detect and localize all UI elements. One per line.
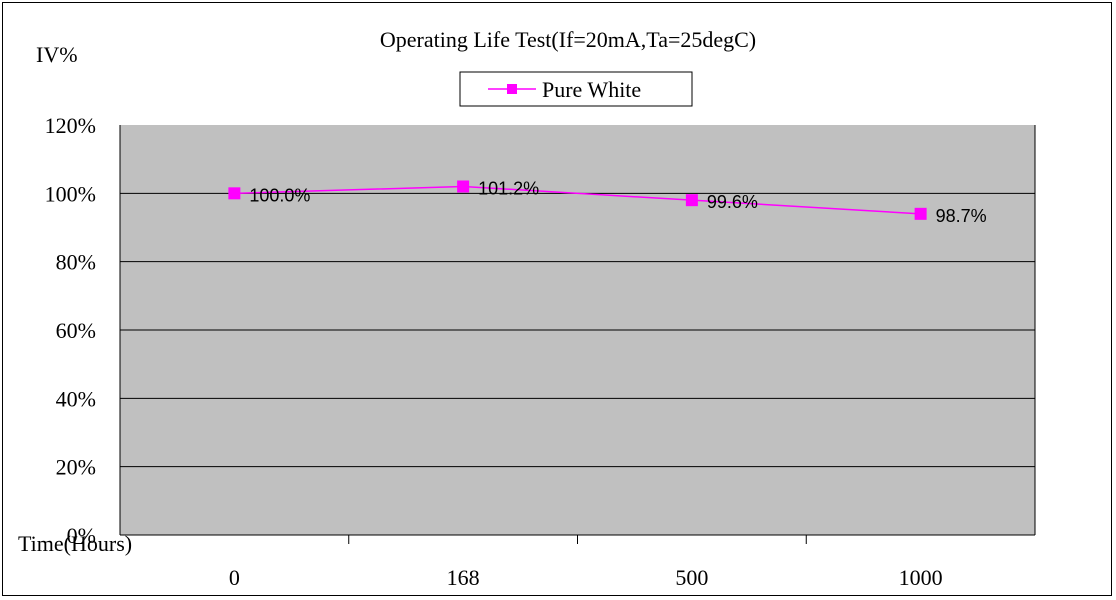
y-tick-label: 40%	[56, 386, 96, 411]
y-tick-label: 100%	[45, 181, 96, 206]
data-label: 101.2%	[478, 179, 539, 199]
x-tick-label: 500	[675, 565, 708, 590]
data-point-marker	[457, 180, 470, 193]
series-line	[234, 185, 921, 215]
legend-label: Pure White	[542, 77, 641, 102]
x-tick-label: 168	[447, 565, 480, 590]
legend-marker-icon	[507, 84, 517, 94]
data-label: 98.7%	[936, 206, 987, 226]
data-point-marker	[685, 194, 698, 207]
data-point-marker	[228, 187, 241, 200]
legend: Pure White	[459, 71, 693, 107]
y-tick-labels: 0% 20% 40% 60% 80% 100% 120%	[45, 113, 96, 548]
data-point-marker	[914, 207, 927, 220]
y-tick-label: 60%	[56, 318, 96, 343]
y-axis-label: IV%	[36, 42, 78, 67]
x-tick-label: 0	[229, 565, 240, 590]
y-tick-label: 80%	[56, 250, 96, 275]
chart-title: Operating Life Test(If=20mA,Ta=25degC)	[380, 27, 756, 52]
axes	[119, 125, 1036, 544]
data-label: 99.6%	[707, 192, 758, 212]
x-axis-label: Time(Hours)	[18, 531, 132, 556]
y-tick-label: 0%	[67, 523, 96, 548]
data-label: 100.0%	[249, 185, 310, 205]
x-tick-labels: 0 168 500 1000	[229, 565, 943, 590]
series-pure-white: 100.0% 101.2% 99.6% 98.7%	[228, 179, 987, 226]
y-tick-label: 20%	[56, 455, 96, 480]
x-tick-label: 1000	[899, 565, 943, 590]
y-tick-label: 120%	[45, 113, 96, 138]
